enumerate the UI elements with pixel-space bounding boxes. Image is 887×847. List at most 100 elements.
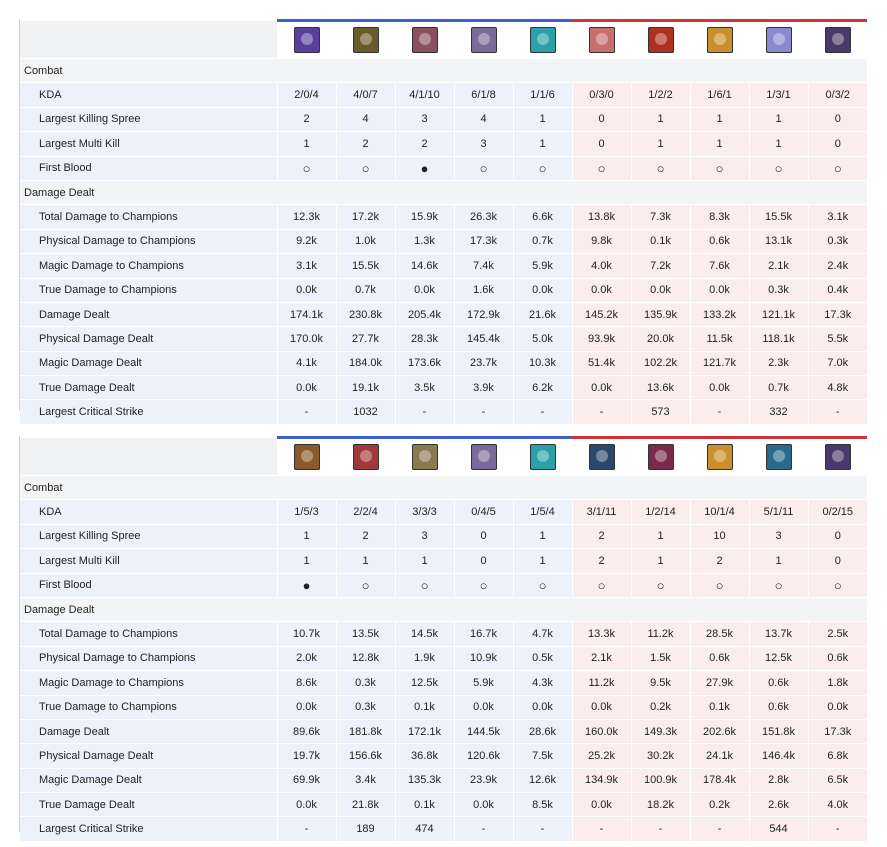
red-side-champion[interactable] xyxy=(808,19,867,59)
stat-row: Total Damage to Champions 10.7k 13.5k 14.5k… xyxy=(20,621,867,647)
red-stat-cell: 0.2k xyxy=(630,695,690,720)
champion-portrait-icon[interactable] xyxy=(293,444,320,470)
first-blood-empty-icon: ○ xyxy=(512,573,572,598)
blue-side-champion[interactable] xyxy=(336,436,395,476)
champion-portrait-icon[interactable] xyxy=(706,444,733,470)
blue-stat-cell: 120.6k xyxy=(453,743,513,769)
red-stat-cell: 3.1k xyxy=(807,204,867,230)
blue-stat-cell: 4/1/10 xyxy=(394,82,454,108)
red-stat-cell: 0 xyxy=(571,107,631,133)
champion-portrait-icon[interactable] xyxy=(647,444,674,470)
red-stat-cell: 573 xyxy=(630,399,690,425)
champion-portrait-icon[interactable] xyxy=(706,27,733,53)
red-stat-cell: 2.1k xyxy=(748,253,808,279)
champion-portrait-icon[interactable] xyxy=(411,27,438,53)
champion-portrait-icon[interactable] xyxy=(824,444,851,470)
champion-portrait-icon[interactable] xyxy=(470,444,497,470)
champion-portrait-icon[interactable] xyxy=(529,444,556,470)
champion-portrait-icon[interactable] xyxy=(293,27,320,53)
blue-stat-cell: 15.9k xyxy=(394,204,454,230)
blue-stat-cell: 12.6k xyxy=(512,768,572,794)
red-stat-cell: 12.5k xyxy=(748,646,808,672)
blue-side-champion[interactable] xyxy=(277,436,336,476)
red-stat-cell: 202.6k xyxy=(689,719,749,745)
blue-side-champion[interactable] xyxy=(277,19,336,59)
red-stat-cell: 1 xyxy=(630,548,690,574)
stat-row: Total Damage to Champions 12.3k 17.2k 15.9k… xyxy=(20,204,867,230)
red-side-champion[interactable] xyxy=(631,436,690,476)
blue-side-champion[interactable] xyxy=(336,19,395,59)
red-stat-cell: 13.6k xyxy=(630,375,690,401)
red-stat-cell: 0.4k xyxy=(807,278,867,303)
stat-row: True Damage Dealt 0.0k 21.8k 0.1k 0.0k 8.5k 0.… xyxy=(20,792,867,818)
champion-portrait-icon[interactable] xyxy=(352,444,379,470)
blue-stat-cell: 13.5k xyxy=(335,621,395,647)
blue-stat-cell: 0.7k xyxy=(512,229,572,255)
blue-stat-cell: 0.0k xyxy=(512,695,572,720)
red-stat-cell: 1.8k xyxy=(807,670,867,696)
stat-row: Magic Damage to Champions 3.1k 15.5k 14.6k 7… xyxy=(20,253,867,279)
champion-portrait-icon[interactable] xyxy=(765,27,792,53)
blue-stat-cell: 21.8k xyxy=(335,792,395,818)
red-stat-cell: 7.3k xyxy=(630,204,690,230)
blue-stat-cell: 2 xyxy=(276,107,336,133)
red-side-champion[interactable] xyxy=(808,436,867,476)
red-stat-cell: 100.9k xyxy=(630,768,690,794)
stat-row: Largest Multi Kill 1 1 1 0 1 2 1 2 1 0 xyxy=(20,548,867,574)
champion-portrait-icon[interactable] xyxy=(647,27,674,53)
stat-label: Largest Critical Strike xyxy=(20,399,277,425)
red-stat-cell: 4.8k xyxy=(807,375,867,401)
red-side-champion[interactable] xyxy=(631,19,690,59)
red-stat-cell: 134.9k xyxy=(571,768,631,794)
blue-stat-cell: 1.9k xyxy=(394,646,454,672)
champion-portrait-icon[interactable] xyxy=(411,444,438,470)
red-side-champion[interactable] xyxy=(690,436,749,476)
red-stat-cell: 151.8k xyxy=(748,719,808,745)
stat-row: Physical Damage to Champions 2.0k 12.8k 1.9… xyxy=(20,646,867,672)
blue-side-champion[interactable] xyxy=(454,19,513,59)
blue-side-champion[interactable] xyxy=(454,436,513,476)
red-side-champion[interactable] xyxy=(749,19,808,59)
red-stat-cell: 15.5k xyxy=(748,204,808,230)
red-stat-cell: 1/3/1 xyxy=(748,82,808,108)
blue-side-champion[interactable] xyxy=(513,19,572,59)
blue-side-champion[interactable] xyxy=(395,19,454,59)
champion-portrait-icon[interactable] xyxy=(765,444,792,470)
blue-stat-cell: 3.1k xyxy=(276,253,336,279)
blue-side-champion[interactable] xyxy=(513,436,572,476)
first-blood-empty-icon: ○ xyxy=(276,156,336,181)
blue-stat-cell: 1 xyxy=(276,548,336,574)
red-stat-cell: 2 xyxy=(571,524,631,550)
champion-portrait-icon[interactable] xyxy=(824,27,851,53)
champion-portrait-icon[interactable] xyxy=(352,27,379,53)
blue-stat-cell: 4.7k xyxy=(512,621,572,647)
red-side-champion[interactable] xyxy=(690,19,749,59)
red-side-champion[interactable] xyxy=(572,19,631,59)
header-spacer xyxy=(20,20,277,59)
stat-row: KDA 1/5/3 2/2/4 3/3/3 0/4/5 1/5/4 3/1/11 1/2/14… xyxy=(20,499,867,525)
blue-stat-cell: 172.1k xyxy=(394,719,454,745)
red-side-champion[interactable] xyxy=(749,436,808,476)
stat-label: First Blood xyxy=(20,573,277,598)
stat-label: Damage Dealt xyxy=(20,302,277,328)
champion-portrait-icon[interactable] xyxy=(529,27,556,53)
blue-stat-cell: 1/5/4 xyxy=(512,499,572,525)
blue-stat-cell: 69.9k xyxy=(276,768,336,794)
red-stat-cell: 7.6k xyxy=(689,253,749,279)
blue-side-champion[interactable] xyxy=(395,436,454,476)
red-stat-cell: - xyxy=(689,816,749,842)
red-stat-cell: 1/2/2 xyxy=(630,82,690,108)
blue-stat-cell: 26.3k xyxy=(453,204,513,230)
section-title: Damage Dealt xyxy=(20,180,867,206)
red-stat-cell: 149.3k xyxy=(630,719,690,745)
champion-portrait-icon[interactable] xyxy=(470,27,497,53)
blue-stat-cell: 28.6k xyxy=(512,719,572,745)
first-blood-empty-icon: ○ xyxy=(807,156,867,181)
red-side-champion[interactable] xyxy=(572,436,631,476)
champion-portrait-icon[interactable] xyxy=(588,444,615,470)
stat-label: KDA xyxy=(20,499,277,525)
champion-portrait-icon[interactable] xyxy=(588,27,615,53)
blue-stat-cell: 21.6k xyxy=(512,302,572,328)
blue-stat-cell: 0.0k xyxy=(276,792,336,818)
red-stat-cell: 4.0k xyxy=(571,253,631,279)
